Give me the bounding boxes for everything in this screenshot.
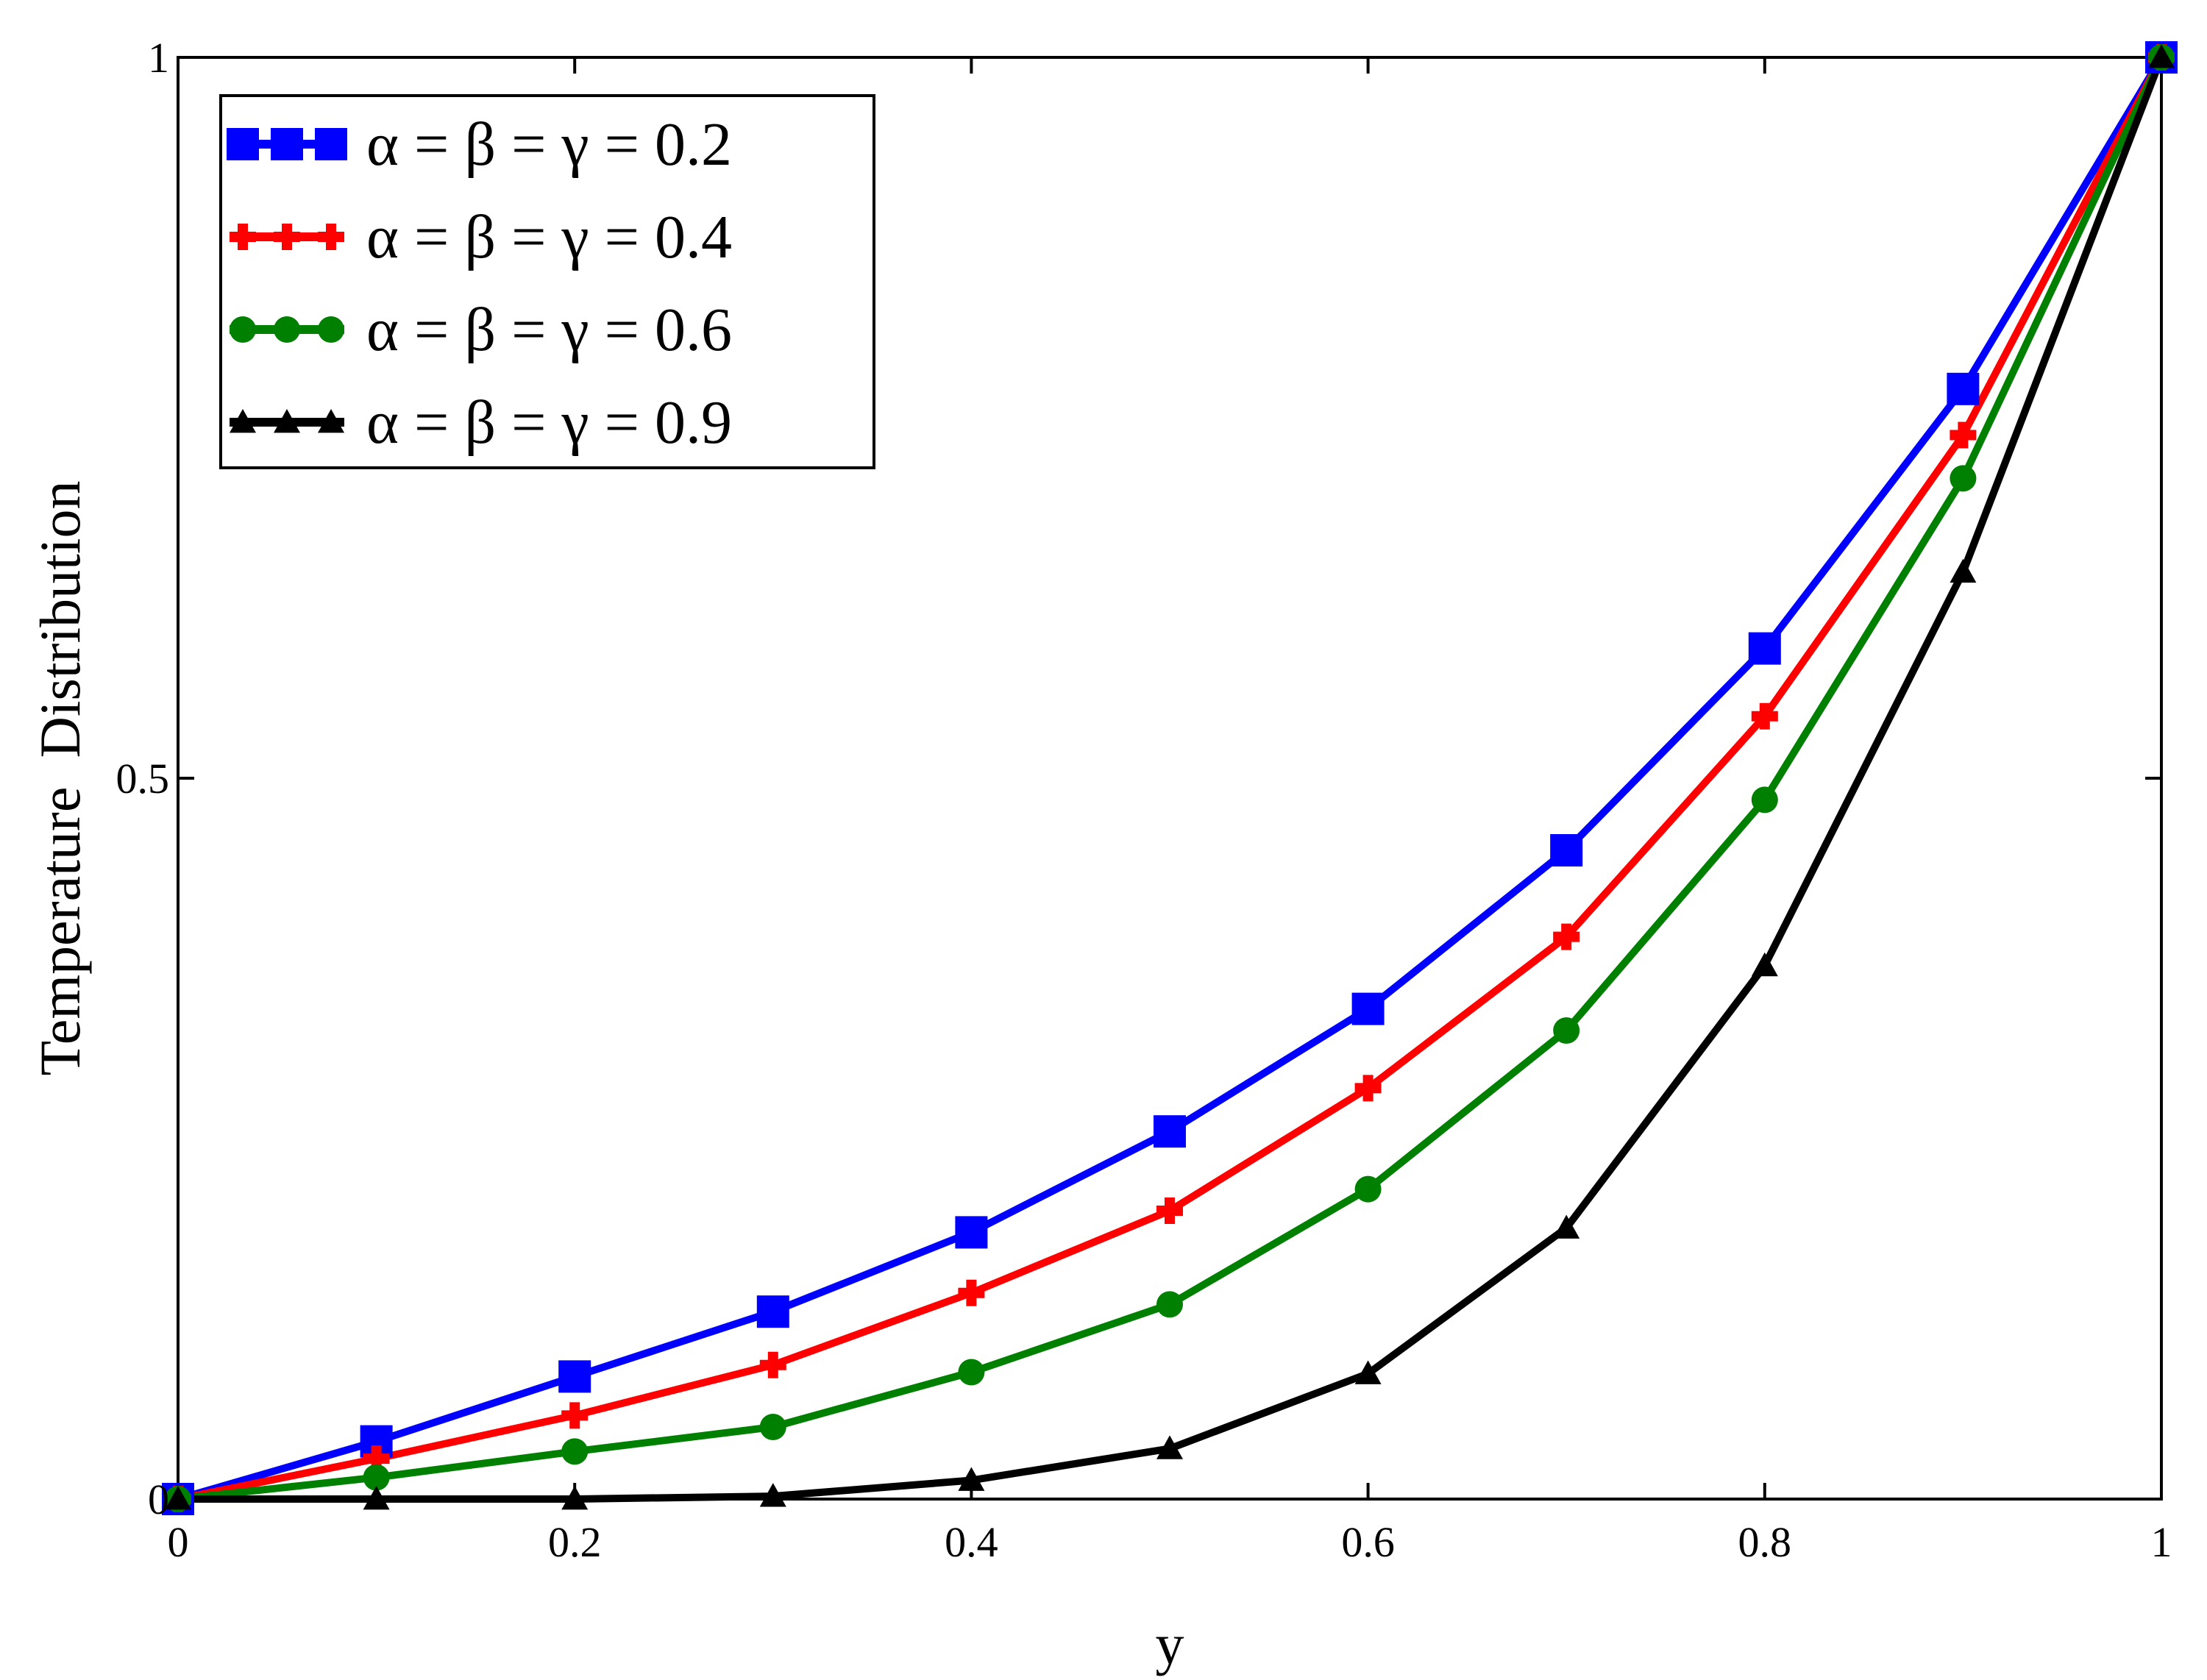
- data-point: [561, 1402, 589, 1429]
- series-markers: [162, 41, 2178, 1515]
- data-point: [958, 1359, 985, 1386]
- x-tick-label: 0: [168, 1518, 189, 1566]
- data-point: [1947, 372, 1980, 405]
- legend-item-3: α = β = γ = 0.6: [230, 296, 732, 364]
- data-point: [1553, 1017, 1580, 1044]
- data-point: [1751, 952, 1778, 977]
- data-point: [1354, 1075, 1382, 1102]
- y-tick-label: 1: [148, 34, 169, 82]
- data-point: [165, 1486, 191, 1510]
- legend-label: α = β = γ = 0.6: [366, 296, 732, 364]
- legend: α = β = γ = 0.2 α = β = γ = 0.4 α = β = γ …: [219, 94, 875, 469]
- data-point: [561, 1438, 589, 1465]
- data-point: [1748, 632, 1781, 665]
- data-point: [1354, 1360, 1382, 1384]
- legend-swatch-marker: [318, 316, 344, 343]
- legend-item-4: α = β = γ = 0.9: [230, 388, 732, 457]
- data-point: [2148, 44, 2175, 68]
- legend-swatch-marker: [271, 128, 303, 160]
- data-point: [363, 1464, 390, 1491]
- legend-swatch-marker: [318, 409, 344, 433]
- data-point: [1156, 1291, 1183, 1318]
- legend-items: α = β = γ = 0.2 α = β = γ = 0.4 α = β = γ …: [227, 110, 732, 457]
- data-point: [958, 1467, 985, 1491]
- data-point: [1950, 465, 1977, 492]
- data-point: [1550, 834, 1583, 866]
- data-point: [1553, 923, 1580, 950]
- data-point: [1351, 992, 1385, 1025]
- data-point: [363, 1486, 390, 1510]
- x-tick-label: 0.8: [1738, 1518, 1792, 1566]
- legend-swatch-marker: [274, 409, 300, 433]
- data-point: [1156, 1435, 1183, 1459]
- data-point: [759, 1414, 786, 1440]
- data-point: [759, 1483, 786, 1507]
- y-tick-labels: 00.51: [116, 34, 170, 1523]
- legend-label: α = β = γ = 0.2: [366, 110, 732, 179]
- data-point: [759, 1351, 786, 1378]
- data-point: [1154, 1115, 1186, 1148]
- x-axis-title: y: [1156, 1612, 1184, 1676]
- legend-item-2: α = β = γ = 0.4: [230, 203, 732, 271]
- data-point: [1950, 558, 1977, 583]
- legend-item-1: α = β = γ = 0.2: [227, 110, 732, 179]
- x-tick-label: 1: [2151, 1518, 2172, 1566]
- legend-swatch-marker: [274, 316, 300, 343]
- legend-swatch-marker: [230, 224, 256, 250]
- data-point: [1950, 421, 1977, 449]
- legend-label: α = β = γ = 0.9: [366, 388, 732, 457]
- data-point: [1354, 1175, 1382, 1203]
- x-tick-label: 0.2: [548, 1518, 602, 1566]
- data-point: [1553, 1214, 1580, 1239]
- legend-label: α = β = γ = 0.4: [366, 203, 732, 271]
- data-point: [1156, 1197, 1183, 1224]
- data-point: [1751, 786, 1778, 814]
- x-tick-label: 0.4: [945, 1518, 998, 1566]
- data-point: [558, 1360, 591, 1393]
- x-tick-label: 0.6: [1341, 1518, 1395, 1566]
- data-point: [756, 1295, 789, 1328]
- legend-swatch-marker: [227, 128, 259, 160]
- x-tick-labels: 0 0.2 0.4 0.6 0.8 1: [168, 1518, 2172, 1566]
- y-tick-label: 0.5: [116, 755, 170, 802]
- legend-swatch-marker: [230, 409, 256, 433]
- y-tick-label: 0: [148, 1476, 169, 1523]
- y-axis-title: Temperature Distribution: [28, 481, 92, 1076]
- data-point: [1751, 702, 1778, 730]
- data-point: [561, 1486, 589, 1510]
- legend-swatch-marker: [274, 224, 300, 250]
- legend-swatch-marker: [315, 128, 347, 160]
- data-point: [955, 1216, 988, 1249]
- data-point: [958, 1279, 985, 1306]
- legend-swatch-marker: [230, 316, 256, 343]
- legend-swatch-marker: [318, 224, 344, 250]
